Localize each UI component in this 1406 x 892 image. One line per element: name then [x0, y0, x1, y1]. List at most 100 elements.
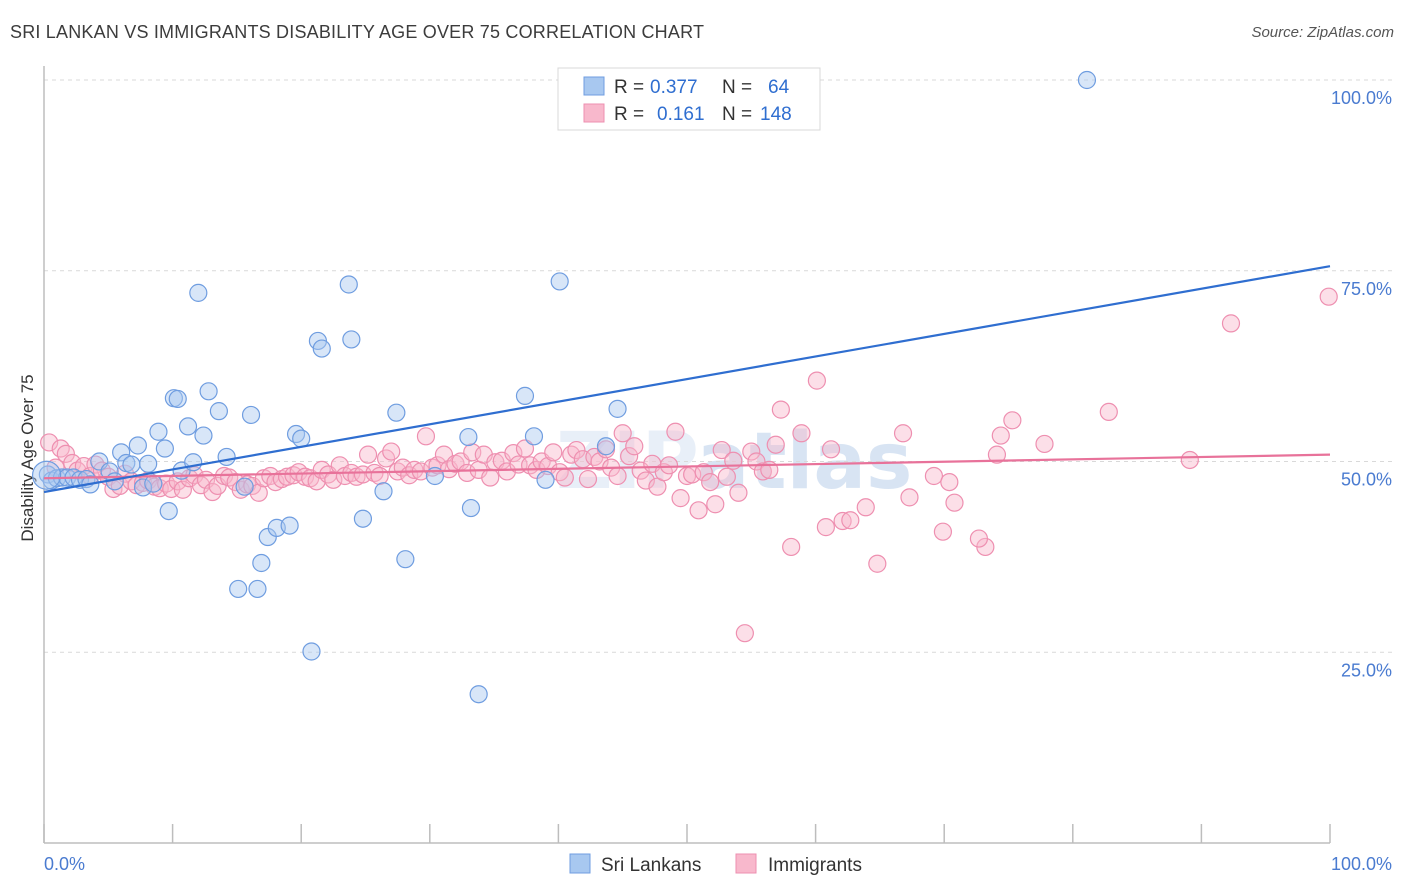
sri-lankans-point: [155, 439, 174, 458]
sri-lankans-point: [550, 272, 569, 291]
immigrants-point: [924, 466, 944, 486]
stats-r-label-1: R =: [614, 77, 644, 98]
legend-swatch-sri-lankans: [569, 853, 591, 874]
immigrants-point: [463, 443, 482, 462]
stats-n-value-1: 64: [768, 77, 790, 98]
sri-lankans-point: [469, 685, 488, 704]
immigrants-point: [753, 462, 772, 481]
y-tick-labels: 25.0% 50.0% 75.0% 100.0%: [1331, 88, 1392, 680]
immigrants-point: [539, 456, 558, 476]
immigrants-point: [428, 456, 447, 475]
sri-lankans-point: [312, 339, 331, 358]
sri-lankans-point: [339, 275, 358, 294]
immigrants-point: [416, 427, 436, 446]
sri-lankans-point: [1077, 70, 1097, 90]
immigrants-point: [40, 433, 59, 452]
stats-n-label-2: N =: [722, 104, 752, 125]
sri-lankans-point: [524, 427, 544, 446]
sri-lankans-point: [209, 402, 228, 421]
sri-lankans-point: [31, 460, 62, 490]
trendline-immigrants: [43, 453, 1331, 480]
immigrants-point: [1319, 287, 1338, 306]
immigrants-point: [1003, 411, 1022, 430]
immigrants-point: [608, 466, 627, 486]
immigrants-point: [945, 493, 964, 512]
immigrants-point: [173, 480, 192, 499]
y-tick-label: 75.0%: [1341, 279, 1392, 299]
sri-lankans-point: [229, 579, 248, 599]
sri-lankans-point: [596, 437, 616, 456]
sri-lankans-point: [248, 579, 267, 599]
sri-lankans-point: [396, 550, 415, 569]
sri-lankans-point: [342, 330, 361, 349]
sri-lankans-point: [168, 389, 187, 409]
immigrants-point: [729, 483, 748, 502]
immigrants-point: [481, 468, 500, 487]
immigrants-point: [659, 456, 679, 475]
sri-lankans-point: [536, 470, 555, 489]
sri-lankans-point: [189, 283, 208, 302]
immigrants-point: [405, 460, 424, 479]
trendlines: [43, 265, 1331, 494]
stats-n-label-1: N =: [722, 77, 752, 98]
immigrants-point: [742, 442, 761, 461]
legend-label-immigrants: Immigrants: [768, 855, 862, 876]
immigrants-point: [497, 462, 517, 481]
sri-lankans-point: [149, 422, 168, 441]
x-tick-min: 0.0%: [44, 854, 85, 874]
axes: [43, 66, 1331, 844]
immigrants-point: [833, 511, 852, 531]
sri-lankans-point: [139, 454, 158, 473]
immigrants-point: [671, 489, 690, 508]
immigrants-point: [856, 498, 875, 517]
immigrants-point: [782, 537, 801, 557]
immigrants-point: [893, 424, 913, 443]
stats-swatch-immigrants: [583, 103, 605, 123]
immigrants-point: [694, 463, 713, 482]
immigrants-point: [1221, 314, 1241, 333]
legend: Sri Lankans Immigrants: [569, 853, 862, 876]
sri-lankans-point: [387, 403, 406, 422]
sri-lankans-point: [459, 427, 478, 447]
immigrants-point: [1099, 402, 1118, 422]
sri-lankans-point: [280, 516, 299, 535]
sri-lankans-point: [241, 405, 261, 425]
immigrants-point: [900, 488, 919, 507]
stats-r-value-1: 0.377: [650, 77, 698, 98]
immigrants-point: [868, 554, 887, 573]
immigrants-point: [821, 440, 841, 459]
sri-lankans-point: [199, 382, 218, 401]
immigrants-point: [792, 424, 811, 443]
y-tick-label: 50.0%: [1341, 470, 1392, 490]
y-tick-label: 100.0%: [1331, 88, 1392, 108]
immigrants-point: [771, 400, 790, 419]
stats-r-value-2: 0.161: [657, 104, 705, 125]
immigrants-point: [613, 424, 632, 443]
immigrants-point: [457, 463, 477, 483]
immigrants-point: [56, 444, 75, 463]
sri-lankans-point: [374, 482, 393, 501]
gridlines: [44, 79, 1392, 653]
immigrants-point: [987, 445, 1007, 464]
immigrants-point: [1180, 450, 1199, 470]
immigrants-point: [701, 473, 720, 492]
immigrants-point: [766, 435, 785, 454]
sri-lankans-point: [461, 498, 481, 518]
trendline-sri-lankans: [43, 265, 1331, 494]
legend-label-sri-lankans: Sri Lankans: [601, 855, 701, 876]
sri-lankans-point: [292, 429, 311, 448]
stats-box: R = 0.377 N = 64 R = 0.161 N = 148: [557, 67, 821, 131]
sri-lankans-point: [122, 455, 141, 474]
stats-swatch-sri-lankans: [583, 76, 605, 96]
immigrants-point: [816, 518, 835, 537]
source-label: Source: ZipAtlas.com: [1251, 24, 1394, 41]
sri-lankans-point: [235, 477, 254, 496]
immigrants-point: [807, 371, 826, 390]
immigrants-point: [567, 440, 586, 460]
sri-lankans-point: [353, 509, 373, 528]
legend-swatch-immigrants: [735, 853, 757, 874]
immigrants-point: [717, 467, 736, 486]
immigrants-point: [382, 442, 401, 461]
sri-lankans-point: [128, 436, 147, 455]
